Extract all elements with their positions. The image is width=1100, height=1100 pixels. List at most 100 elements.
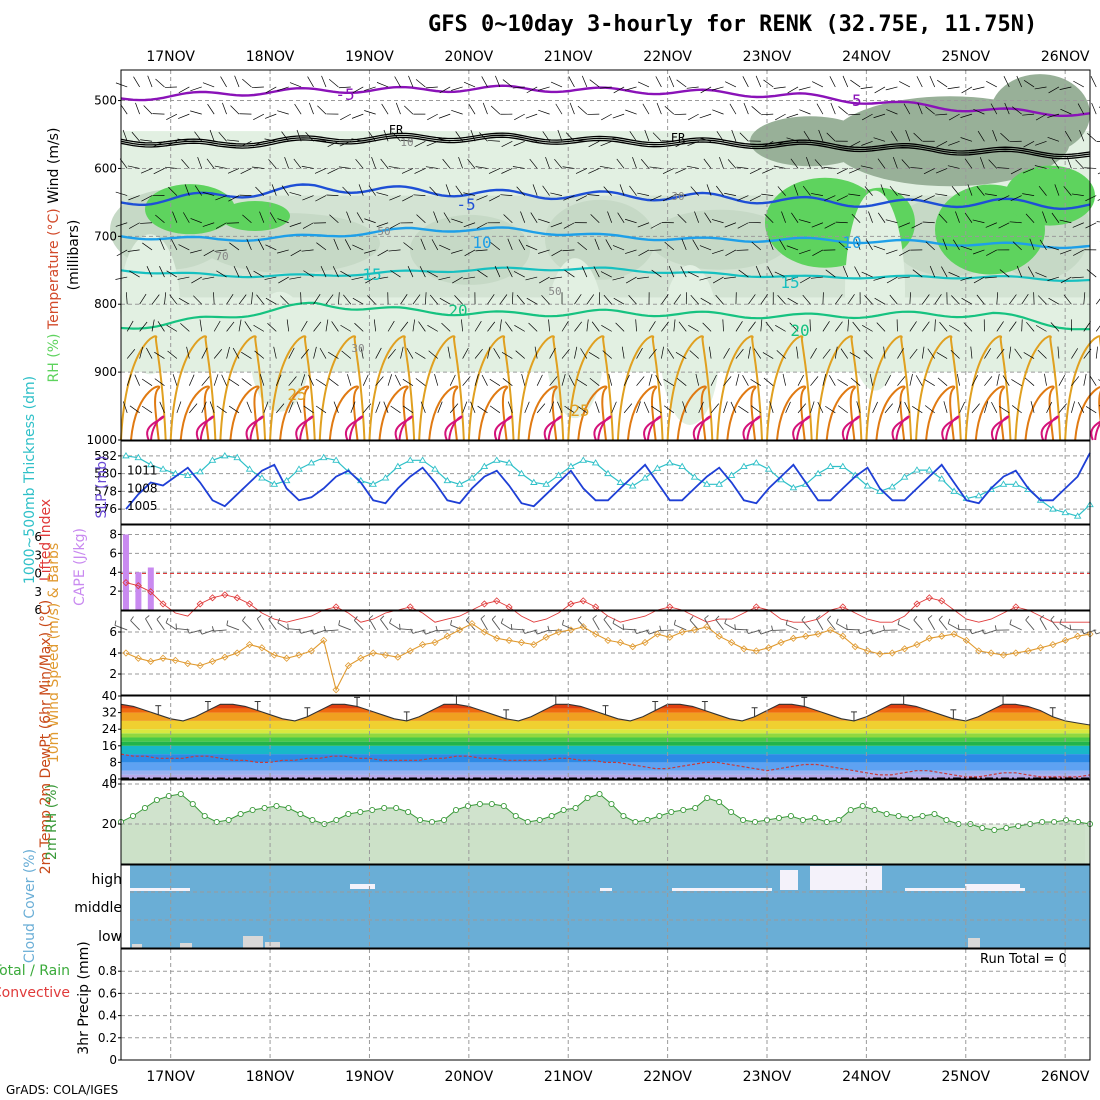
wind10-barb bbox=[592, 618, 600, 631]
upper-wind-barb bbox=[202, 276, 215, 280]
upper-wind-barb bbox=[1035, 140, 1047, 146]
upper-wind-barb bbox=[153, 140, 165, 147]
upper-wind-barb bbox=[911, 195, 923, 201]
upper-wind-barb bbox=[866, 239, 873, 251]
upper-wind-barb bbox=[762, 352, 774, 359]
wind10-point bbox=[690, 626, 699, 634]
upper-wind-barb bbox=[1075, 159, 1085, 169]
isotherm-35-wave bbox=[990, 415, 1010, 441]
wind10-point bbox=[134, 654, 142, 662]
wind10-point bbox=[394, 653, 402, 661]
upper-wind-barb bbox=[830, 102, 836, 115]
upper-wind-barb bbox=[889, 294, 898, 305]
temp-tick-label: 16 bbox=[102, 739, 117, 753]
upper-wind-barb bbox=[692, 239, 699, 251]
upper-wind-barb bbox=[785, 401, 791, 413]
cape-frame bbox=[120, 524, 1091, 611]
wind10-barb-flag bbox=[715, 615, 720, 620]
rh2m-point bbox=[393, 804, 400, 812]
rh2m-point bbox=[225, 816, 232, 824]
wind10-barb bbox=[1025, 619, 1035, 631]
upper-wind-barb bbox=[818, 129, 824, 142]
upper-wind-barb bbox=[655, 76, 662, 88]
date-label-bottom: 17NOV bbox=[146, 1069, 195, 1085]
upper-wind-barb bbox=[625, 276, 637, 284]
temp-color-band bbox=[121, 774, 1090, 779]
wind10-point bbox=[184, 659, 192, 668]
upper-wind-barb bbox=[313, 346, 317, 359]
upper-wind-barb bbox=[824, 195, 836, 201]
rh2m-point bbox=[572, 804, 579, 812]
wind10-barb-flag bbox=[422, 629, 426, 635]
wind10-point bbox=[233, 649, 241, 657]
upper-wind-barb bbox=[313, 321, 322, 332]
wind10-barb-flag bbox=[562, 619, 565, 625]
upper-wind-barb bbox=[352, 244, 364, 251]
upper-wind-barb bbox=[1047, 136, 1060, 142]
wind10-point bbox=[826, 626, 835, 634]
upper-wind-barb bbox=[724, 192, 737, 196]
upper-wind-barb bbox=[525, 137, 538, 142]
upper-wind-barb bbox=[1021, 319, 1023, 332]
upper-wind-barb bbox=[293, 158, 302, 169]
upper-wind-barb bbox=[548, 319, 550, 332]
upper-wind-barb bbox=[581, 265, 588, 278]
upper-wind-barb bbox=[468, 103, 476, 115]
upper-wind-barb bbox=[616, 158, 625, 169]
upper-wind-barb bbox=[308, 102, 314, 115]
lifted-index-point bbox=[134, 582, 142, 590]
upper-wind-barb bbox=[1064, 130, 1072, 142]
upper-wind-barb bbox=[929, 265, 936, 278]
temp-color-band bbox=[121, 720, 1090, 730]
upper-wind-barb bbox=[1071, 376, 1080, 386]
upper-wind-barb bbox=[142, 242, 153, 251]
upper-wind-barb bbox=[925, 106, 935, 115]
upper-wind-barb bbox=[476, 195, 488, 201]
upper-wind-barb bbox=[327, 140, 339, 147]
upper-wind-barb bbox=[373, 319, 377, 332]
upper-wind-barb bbox=[414, 140, 426, 148]
upper-wind-barb bbox=[568, 76, 575, 88]
rh2m-point bbox=[165, 792, 172, 800]
upper-wind-barb bbox=[400, 346, 404, 359]
upper-wind-barb bbox=[724, 81, 737, 88]
upper-wind-barb bbox=[339, 140, 351, 147]
upper-wind-barb bbox=[296, 401, 302, 413]
upper-wind-barb bbox=[648, 321, 656, 332]
upper-wind-barb bbox=[851, 213, 861, 223]
upper-wind-barb bbox=[825, 269, 836, 278]
credit-label: GrADS: COLA/IGES bbox=[6, 1083, 119, 1097]
upper-wind-barb bbox=[612, 137, 625, 142]
wind10-barb bbox=[836, 623, 848, 631]
upper-wind-barb bbox=[872, 401, 878, 413]
upper-wind-barb bbox=[589, 79, 600, 88]
upper-wind-barb bbox=[551, 249, 563, 257]
upper-wind-barb bbox=[368, 185, 376, 196]
cape-tick-label: 6 bbox=[109, 546, 117, 560]
upper-wind-barb bbox=[562, 249, 575, 252]
upper-wind-barb bbox=[600, 140, 612, 147]
slp-line bbox=[125, 452, 1091, 510]
contour-label: 10 bbox=[400, 136, 413, 149]
upper-wind-barb bbox=[998, 195, 1010, 202]
upper-wind-barb bbox=[565, 132, 575, 142]
upper-wind-barb bbox=[802, 185, 811, 196]
upper-wind-barb bbox=[514, 113, 525, 121]
wind10-point bbox=[431, 638, 439, 647]
rh2m-point bbox=[728, 808, 735, 816]
upper-wind-barb bbox=[320, 265, 327, 278]
upper-wind-barb bbox=[164, 166, 177, 169]
upper-wind-barb bbox=[864, 186, 873, 196]
upper-wind-barb bbox=[763, 79, 774, 88]
upper-wind-barb bbox=[586, 319, 589, 332]
upper-wind-barb bbox=[524, 401, 530, 413]
contour-label: 10 bbox=[472, 233, 491, 252]
upper-wind-barb bbox=[913, 132, 923, 142]
pressure-unit-label: (millibars) bbox=[66, 220, 82, 291]
wind10-point bbox=[122, 649, 130, 657]
rh2m-point bbox=[213, 818, 220, 826]
thickness-point bbox=[665, 459, 674, 466]
upper-wind-barb bbox=[876, 322, 886, 332]
thickness-point bbox=[727, 471, 736, 478]
